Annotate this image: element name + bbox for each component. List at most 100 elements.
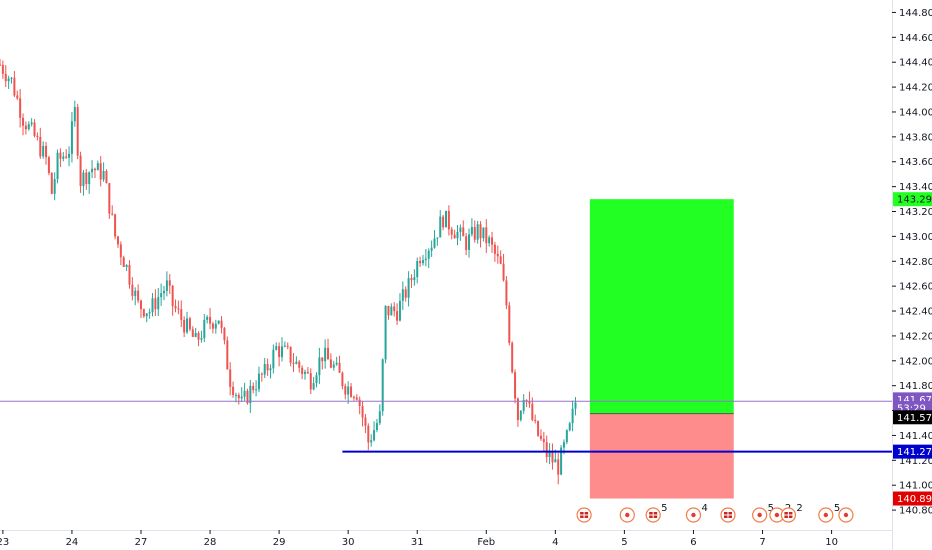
candle-body bbox=[378, 411, 381, 424]
candle-body bbox=[301, 367, 304, 374]
candle-body bbox=[387, 305, 390, 316]
candle-body bbox=[131, 284, 134, 296]
candle-body bbox=[174, 306, 177, 309]
candle-body bbox=[419, 261, 422, 264]
time-axis[interactable]: 23 24 27 28 29 30 31 Feb 4 5 6 7 10 bbox=[0, 530, 838, 548]
candle-body bbox=[168, 280, 171, 286]
dot-icon[interactable] bbox=[619, 507, 635, 523]
candle-body bbox=[39, 137, 42, 157]
candle-body bbox=[542, 438, 545, 443]
candle-body bbox=[151, 298, 154, 313]
flag-us-icon[interactable]: 2 bbox=[780, 503, 803, 523]
candle-body bbox=[453, 234, 456, 239]
dot-icon[interactable]: 5 bbox=[818, 503, 840, 523]
candle-body bbox=[393, 306, 396, 312]
candle-body bbox=[318, 357, 321, 376]
price-axis[interactable]: 140.800141.000141.200141.400141.600141.8… bbox=[892, 8, 932, 517]
candle-body bbox=[413, 277, 416, 281]
candle-body bbox=[1, 64, 4, 74]
candle-body bbox=[252, 385, 255, 391]
candle-body bbox=[491, 237, 494, 245]
candle-body bbox=[321, 357, 324, 362]
time-tick-label: 28 bbox=[204, 537, 217, 548]
dot-icon[interactable] bbox=[838, 507, 854, 523]
candle-body bbox=[289, 346, 292, 363]
lines-layer[interactable] bbox=[0, 400, 892, 453]
candle-body bbox=[433, 238, 436, 248]
candle-body bbox=[163, 290, 166, 294]
candle-body bbox=[45, 146, 48, 158]
candle-body bbox=[108, 183, 111, 214]
price-tag-background bbox=[893, 444, 932, 459]
position-layer[interactable] bbox=[589, 199, 734, 499]
long-position-stop-zone[interactable] bbox=[589, 413, 734, 499]
candle-body bbox=[493, 244, 496, 254]
candle-body bbox=[479, 224, 482, 239]
event-marker-dot bbox=[843, 512, 849, 518]
dot-icon[interactable]: 4 bbox=[685, 503, 708, 523]
candle-body bbox=[482, 227, 485, 239]
candle-body bbox=[229, 369, 232, 387]
candle-body bbox=[53, 179, 56, 194]
candle-body bbox=[19, 98, 22, 118]
candle-body bbox=[381, 359, 384, 412]
candle-body bbox=[194, 332, 197, 337]
candle-body bbox=[557, 459, 560, 475]
candle-body bbox=[470, 227, 473, 235]
candle-body bbox=[114, 214, 117, 237]
candle-body bbox=[171, 285, 174, 307]
candle-body bbox=[137, 290, 140, 301]
price-tag-label: 141.675 bbox=[897, 395, 932, 406]
event-count-label: 5 bbox=[834, 503, 840, 514]
candle-body bbox=[59, 152, 62, 159]
event-count-label: 5 bbox=[661, 503, 667, 514]
price-tag: 143.299 bbox=[893, 192, 932, 207]
candle-body bbox=[122, 257, 125, 267]
candle-body bbox=[545, 442, 548, 457]
candle-body bbox=[280, 346, 283, 358]
candle-body bbox=[148, 312, 151, 314]
candle-body bbox=[240, 396, 243, 399]
long-position-target-zone[interactable] bbox=[589, 199, 734, 414]
candle-body bbox=[183, 319, 186, 333]
candle-body bbox=[96, 163, 99, 171]
candle-body bbox=[232, 386, 235, 396]
candle-body bbox=[364, 417, 367, 426]
candle-body bbox=[134, 290, 137, 296]
dot-icon[interactable]: 5 bbox=[752, 503, 774, 523]
candle-body bbox=[335, 362, 338, 365]
candle-body bbox=[502, 263, 505, 281]
price-tick-label: 144.200 bbox=[899, 83, 932, 94]
flag-us-icon[interactable] bbox=[720, 507, 736, 523]
price-tag-label: 141.270 bbox=[897, 447, 932, 458]
time-tick-label: 6 bbox=[690, 537, 696, 548]
candle-body bbox=[234, 394, 237, 396]
candle-body bbox=[275, 346, 278, 350]
candle-body bbox=[42, 146, 45, 157]
candle-body bbox=[30, 122, 33, 125]
candle-body bbox=[165, 280, 168, 291]
price-tick-label: 144.600 bbox=[899, 33, 932, 44]
flag-uk-icon[interactable] bbox=[576, 507, 592, 523]
candle-body bbox=[450, 229, 453, 235]
event-count-label: 5 bbox=[768, 503, 774, 514]
events-layer[interactable]: 545225 bbox=[576, 503, 854, 523]
candle-body bbox=[286, 345, 289, 347]
candle-body bbox=[272, 349, 275, 369]
price-tag: 141.270 bbox=[893, 444, 932, 459]
time-tick-label: 30 bbox=[342, 537, 355, 548]
candle-body bbox=[102, 170, 105, 180]
candle-body bbox=[209, 316, 212, 324]
candle-body bbox=[410, 278, 413, 281]
candle-body bbox=[119, 244, 122, 258]
candle-body bbox=[304, 371, 307, 374]
price-tick-label: 142.000 bbox=[899, 356, 932, 367]
flag-us-icon[interactable]: 5 bbox=[645, 503, 668, 523]
price-tick-label: 142.600 bbox=[899, 282, 932, 293]
candle-body bbox=[157, 297, 160, 310]
candle-body bbox=[13, 77, 16, 96]
candle-body bbox=[404, 289, 407, 298]
candle-body bbox=[436, 237, 439, 239]
